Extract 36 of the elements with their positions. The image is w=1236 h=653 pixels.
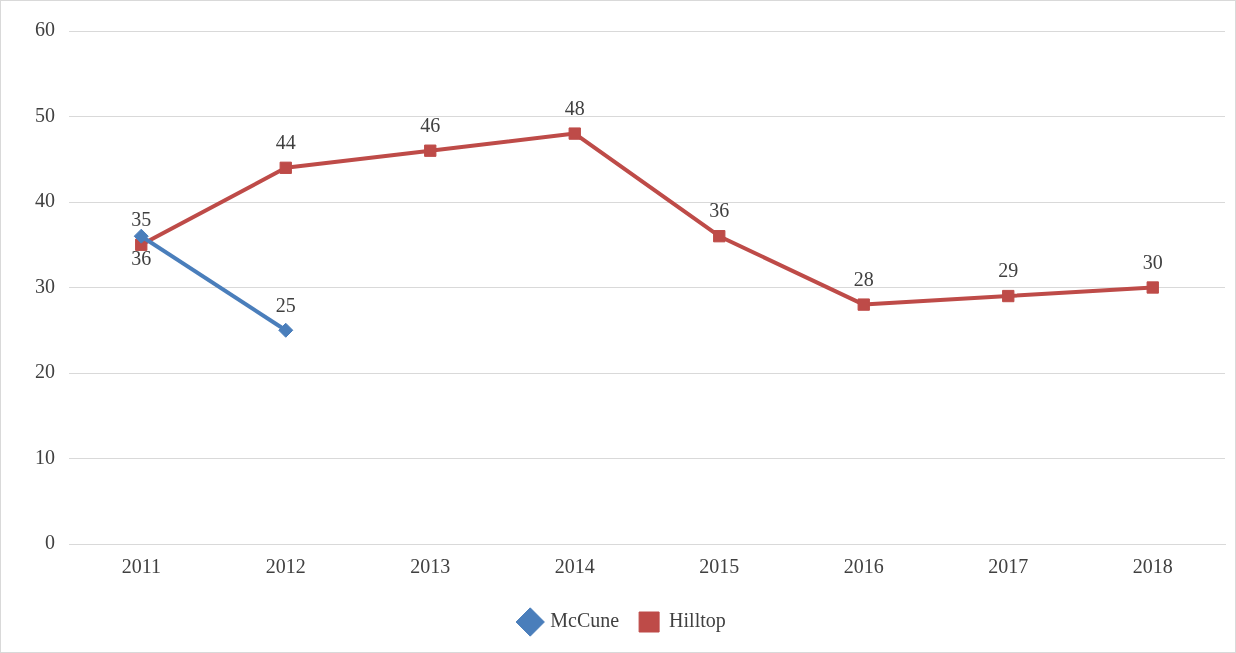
x-tick-label: 2017 xyxy=(988,555,1029,578)
point xyxy=(279,161,292,174)
x-tick-label: 2012 xyxy=(265,555,306,578)
data-label: 29 xyxy=(998,259,1019,282)
data-label: 36 xyxy=(131,247,152,270)
data-label: 35 xyxy=(131,208,152,230)
point xyxy=(857,298,870,311)
x-tick-label: 2011 xyxy=(121,555,161,578)
x-tick-label: 2015 xyxy=(699,555,740,578)
data-label: 28 xyxy=(853,267,874,290)
point xyxy=(713,230,726,243)
y-tick-label: 0 xyxy=(45,531,55,554)
data-label: 46 xyxy=(420,113,441,136)
point xyxy=(1002,289,1015,303)
point xyxy=(568,127,581,140)
data-label: 25 xyxy=(275,293,296,316)
legend-label: McCune xyxy=(550,609,620,632)
x-tick-label: 2013 xyxy=(410,555,451,578)
y-tick-label: 10 xyxy=(35,445,55,468)
data-label: 44 xyxy=(275,131,296,154)
data-label: 30 xyxy=(1142,250,1163,273)
point xyxy=(1146,281,1159,294)
data-label: 36 xyxy=(709,199,730,222)
y-tick-label: 40 xyxy=(35,189,55,212)
y-tick-label: 50 xyxy=(35,103,55,126)
y-tick-label: 30 xyxy=(35,274,55,297)
x-tick-label: 2016 xyxy=(843,555,884,578)
x-tick-label: 2014 xyxy=(554,555,595,578)
point xyxy=(278,322,294,338)
legend-label: Hilltop xyxy=(669,609,726,633)
x-tick-label: 2018 xyxy=(1132,555,1173,578)
point xyxy=(424,144,437,157)
point xyxy=(133,228,149,244)
data-label: 48 xyxy=(564,96,585,119)
y-tick-label: 60 xyxy=(35,18,55,41)
y-tick-label: 20 xyxy=(35,360,55,383)
